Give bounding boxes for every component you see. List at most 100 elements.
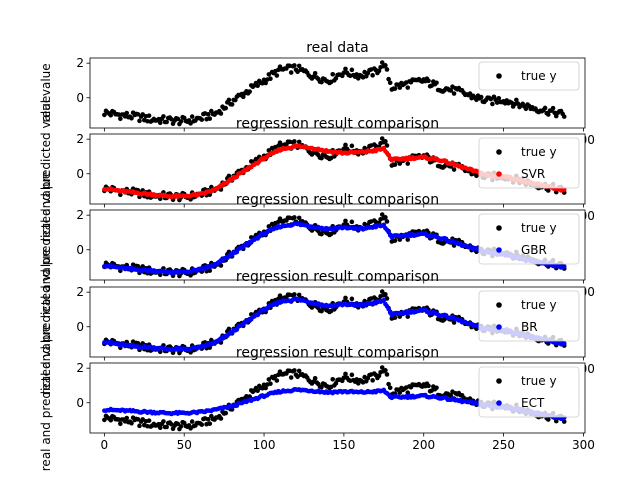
data-point [229,102,235,107]
data-point [523,106,529,112]
data-point [384,67,390,72]
data-point [383,368,388,373]
data-point [383,139,388,144]
data-point [218,416,224,421]
data-point [164,424,169,430]
data-point [542,105,548,111]
data-point [296,63,302,69]
y-tick-label: 0 [76,243,84,257]
data-point [118,421,123,427]
data-point [343,371,348,377]
data-point [292,292,297,297]
x-tick-label: 300 [572,438,595,452]
data-point [451,91,457,96]
data-point [255,388,260,394]
data-point [392,162,398,167]
legend-box [478,366,580,418]
legend-label: true y [521,221,557,235]
data-point [161,114,166,119]
legend-marker [496,171,502,177]
x-tick-label: 50 [177,438,192,452]
data-point [164,119,169,125]
data-point [370,73,375,78]
legend-label: true y [521,374,557,388]
data-point [387,80,393,86]
data-point [218,111,224,116]
data-point [387,385,393,391]
data-point [405,85,411,90]
legend-marker [496,378,502,384]
y-axis-label: real value [39,63,53,122]
data-point [426,383,431,389]
data-point [343,295,348,301]
data-point [545,188,551,193]
legend-box [478,213,580,265]
data-point [268,76,273,82]
data-point [405,237,411,242]
x-tick-label: 0 [101,438,109,452]
legend-marker [496,225,502,231]
data-point [288,375,294,380]
data-point [379,365,385,370]
data-point [124,415,130,421]
data-point [343,218,348,224]
data-point [137,423,142,429]
data-point [129,420,134,426]
data-point [550,105,556,111]
data-point [161,419,166,424]
data-point [266,377,272,382]
data-point [178,424,184,429]
data-point [392,238,398,243]
data-point [312,70,318,76]
data-point [561,114,567,119]
legend-marker [496,324,502,330]
data-point [312,375,318,381]
data-point [263,385,268,391]
data-point [223,105,229,111]
data-point [288,70,294,75]
data-point [319,308,324,314]
data-point [397,390,403,395]
data-point [545,112,551,117]
data-point [108,112,114,118]
subplot-title: real data [306,40,369,56]
data-point [207,116,213,121]
data-point [146,113,152,118]
subplot-title: regression result comparison [236,116,439,132]
data-point [296,292,302,298]
data-point [118,116,123,122]
data-point [384,219,390,224]
data-point [561,341,567,346]
data-point [129,115,134,121]
y-tick-label: 2 [76,132,84,146]
data-point [349,143,355,149]
data-point [379,289,385,294]
legend-label: SVR [521,167,545,181]
data-point [478,94,484,100]
legend-marker [496,302,502,308]
data-point [488,96,494,102]
data-point [296,139,302,145]
y-tick-label: 0 [76,167,84,181]
data-point [386,306,391,312]
data-point [426,78,431,84]
data-point [349,219,355,225]
data-point [205,112,211,117]
data-point [218,263,224,268]
data-point [292,215,297,220]
data-point [343,142,348,148]
series-true-y [102,60,567,127]
legend-label: GBR [521,243,547,257]
data-point [157,425,163,431]
x-tick-label: 150 [332,438,355,452]
y-axis-label: real and predicted value [39,325,53,471]
x-tick-label: 100 [253,438,276,452]
data-point [207,421,213,426]
data-point [102,417,107,423]
data-point [266,72,272,77]
y-tick-label: 2 [76,361,84,375]
data-point [379,212,385,217]
